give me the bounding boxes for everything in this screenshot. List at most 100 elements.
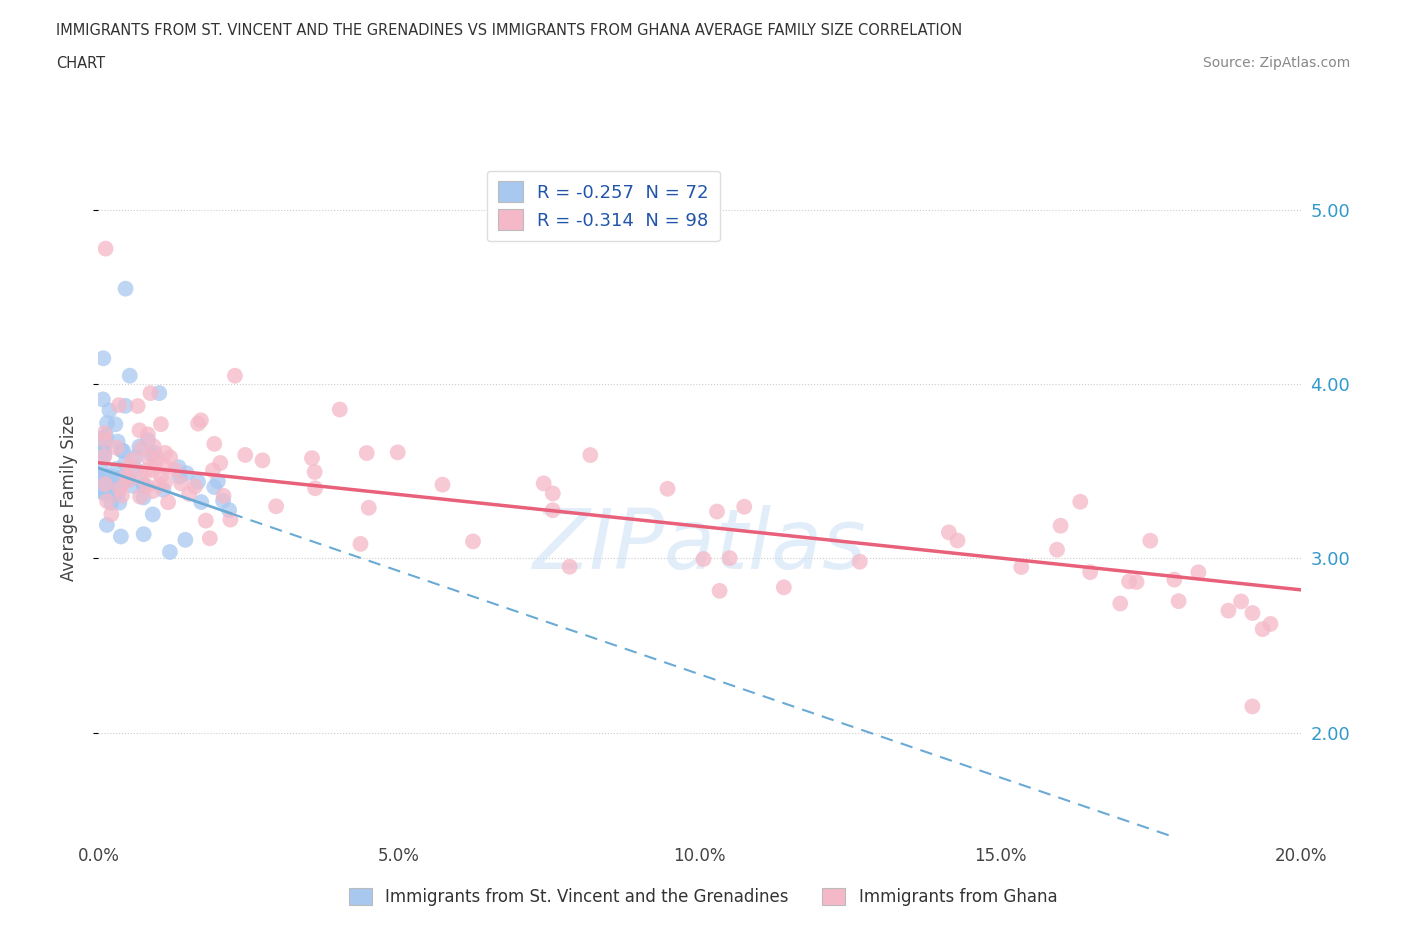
- Point: [706, 504, 728, 519]
- Point: [142, 507, 165, 522]
- Point: [90, 445, 112, 459]
- Point: [114, 456, 136, 471]
- Point: [141, 447, 163, 462]
- Point: [1069, 495, 1091, 510]
- Point: [1163, 572, 1185, 587]
- Point: [165, 462, 187, 477]
- Text: Source: ZipAtlas.com: Source: ZipAtlas.com: [1202, 56, 1350, 70]
- Point: [90, 439, 112, 454]
- Point: [149, 417, 172, 432]
- Point: [946, 533, 969, 548]
- Point: [136, 432, 159, 447]
- Point: [155, 459, 177, 474]
- Point: [187, 474, 209, 489]
- Point: [105, 486, 128, 501]
- Point: [135, 463, 157, 478]
- Point: [461, 534, 484, 549]
- Point: [104, 480, 127, 495]
- Legend: R = -0.257  N = 72, R = -0.314  N = 98: R = -0.257 N = 72, R = -0.314 N = 98: [486, 170, 720, 241]
- Point: [709, 583, 731, 598]
- Point: [1241, 605, 1264, 620]
- Point: [98, 482, 121, 497]
- Point: [117, 472, 139, 487]
- Point: [125, 449, 148, 464]
- Point: [329, 402, 352, 417]
- Point: [90, 476, 112, 491]
- Point: [90, 479, 112, 494]
- Text: ZIPatlas: ZIPatlas: [533, 505, 866, 586]
- Point: [132, 479, 155, 494]
- Point: [136, 427, 159, 442]
- Point: [132, 526, 155, 541]
- Point: [153, 475, 176, 490]
- Point: [1218, 604, 1240, 618]
- Point: [190, 495, 212, 510]
- Point: [264, 498, 287, 513]
- Point: [132, 476, 155, 491]
- Point: [1187, 565, 1209, 579]
- Point: [209, 456, 232, 471]
- Point: [733, 499, 755, 514]
- Point: [541, 503, 564, 518]
- Point: [96, 416, 118, 431]
- Point: [169, 470, 191, 485]
- Point: [118, 459, 141, 474]
- Point: [122, 479, 145, 494]
- Point: [114, 281, 136, 296]
- Point: [93, 432, 115, 447]
- Point: [142, 463, 165, 478]
- Point: [1010, 560, 1032, 575]
- Point: [579, 447, 602, 462]
- Point: [146, 451, 169, 466]
- Point: [138, 451, 160, 466]
- Point: [128, 423, 150, 438]
- Point: [150, 469, 173, 484]
- Point: [91, 351, 114, 365]
- Point: [219, 512, 242, 527]
- Point: [198, 531, 221, 546]
- Point: [135, 479, 157, 494]
- Point: [107, 434, 129, 449]
- Point: [202, 480, 225, 495]
- Point: [143, 456, 166, 471]
- Point: [94, 472, 117, 487]
- Point: [108, 484, 131, 498]
- Point: [201, 463, 224, 478]
- Point: [91, 392, 114, 406]
- Point: [212, 488, 235, 503]
- Point: [125, 462, 148, 477]
- Point: [94, 476, 117, 491]
- Point: [115, 469, 138, 484]
- Point: [1251, 621, 1274, 636]
- Point: [170, 476, 193, 491]
- Point: [108, 398, 131, 413]
- Point: [96, 469, 118, 484]
- Point: [110, 443, 132, 458]
- Point: [142, 439, 165, 454]
- Point: [108, 496, 131, 511]
- Point: [98, 474, 121, 489]
- Point: [121, 453, 143, 468]
- Point: [387, 445, 409, 459]
- Point: [139, 386, 162, 401]
- Point: [558, 559, 581, 574]
- Point: [252, 453, 274, 468]
- Point: [108, 481, 131, 496]
- Point: [105, 461, 128, 476]
- Point: [90, 432, 112, 447]
- Point: [541, 486, 564, 501]
- Point: [1046, 542, 1069, 557]
- Point: [233, 447, 256, 462]
- Point: [849, 554, 872, 569]
- Point: [96, 517, 118, 532]
- Point: [127, 399, 149, 414]
- Point: [1260, 617, 1282, 631]
- Point: [174, 532, 197, 547]
- Point: [101, 470, 124, 485]
- Text: IMMIGRANTS FROM ST. VINCENT AND THE GRENADINES VS IMMIGRANTS FROM GHANA AVERAGE : IMMIGRANTS FROM ST. VINCENT AND THE GREN…: [56, 23, 963, 38]
- Point: [90, 470, 112, 485]
- Point: [772, 580, 794, 595]
- Point: [100, 496, 122, 511]
- Point: [94, 428, 117, 443]
- Point: [93, 426, 115, 441]
